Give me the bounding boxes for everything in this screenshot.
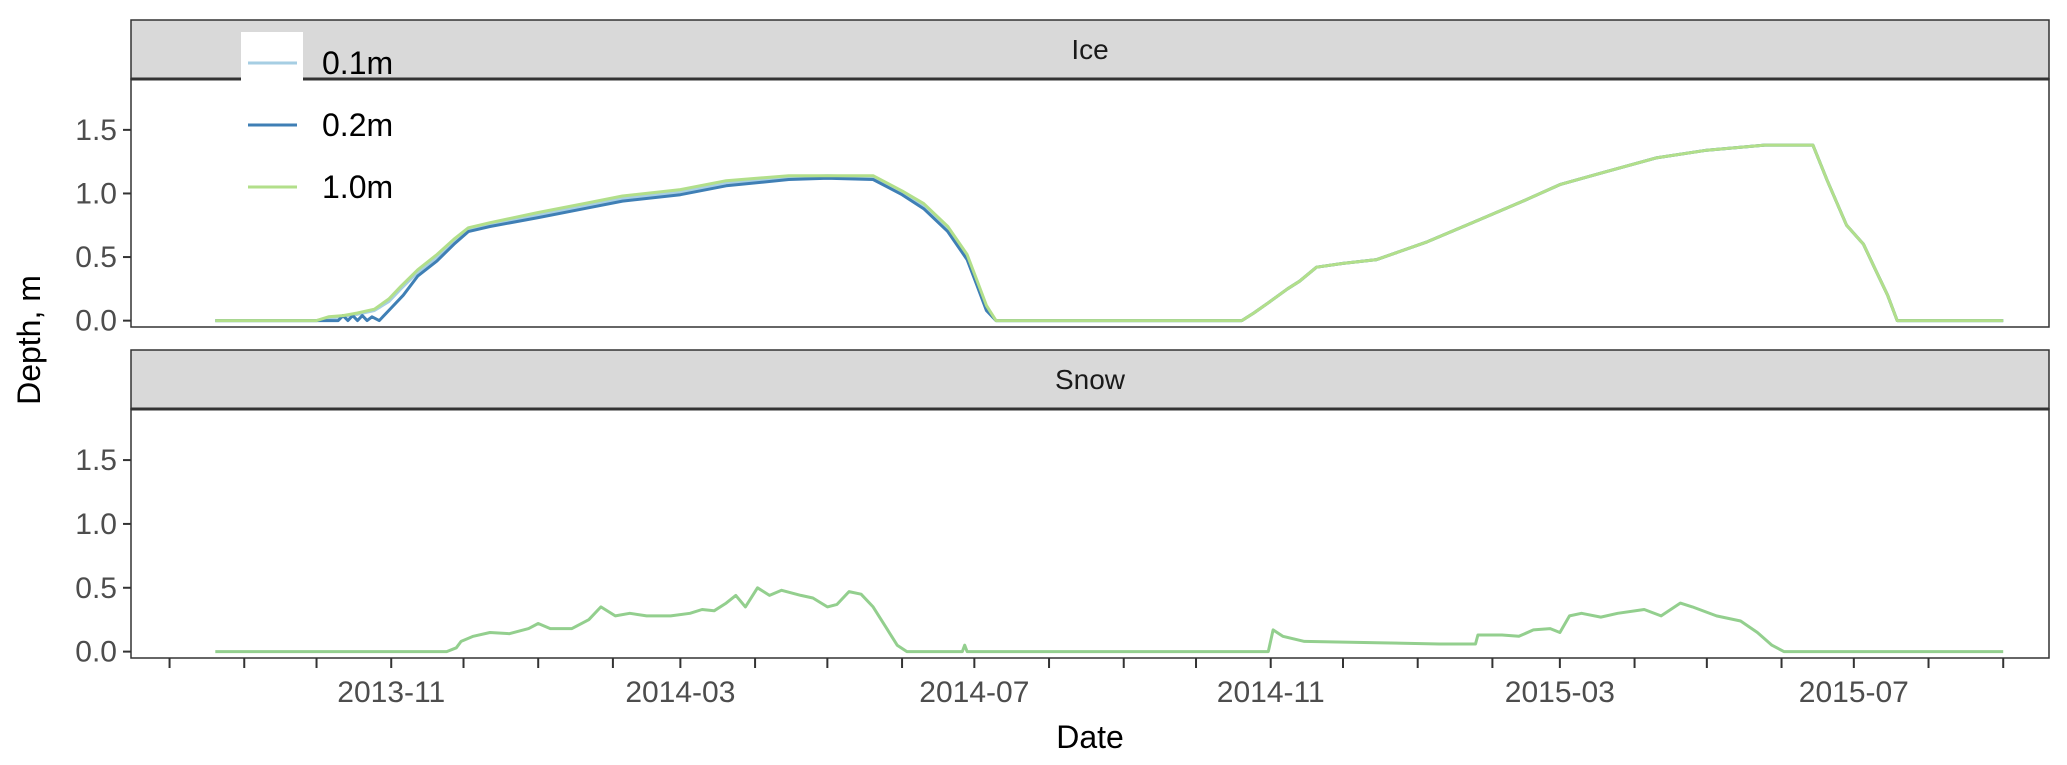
series-group-ice — [215, 143, 2004, 323]
y-tick-label: 1.5 — [75, 114, 117, 147]
x-tick-label: 2014-07 — [919, 676, 1029, 709]
plot-area-ice — [130, 78, 2050, 328]
y-axis-title: Depth, m — [11, 275, 47, 405]
x-axis-title: Date — [1056, 719, 1124, 755]
y-tick-label: 0.0 — [75, 636, 117, 669]
x-tick-label: 2015-07 — [1799, 676, 1909, 709]
legend: 0.1m 0.2m 1.0m — [241, 32, 393, 210]
strip-background-ice — [130, 19, 2050, 80]
x-tick-label: 2013-11 — [337, 676, 445, 709]
panel-ice: Ice 0.0 0.5 1.0 1.5 — [75, 19, 2050, 338]
legend-label-2: 1.0m — [322, 169, 393, 205]
legend-key-background — [241, 32, 303, 210]
panel-snow: Snow 0.0 0.5 1.0 1.5 — [75, 349, 2050, 669]
series-line-ice-1-0m — [215, 143, 2004, 323]
x-axis: 2013-11 2014-03 2014-07 2014-11 2015-03 2015-… — [168, 658, 2005, 709]
series-line-snow-1-0m — [215, 586, 2004, 654]
series-group-snow — [215, 586, 2004, 654]
x-tick-label: 2014-03 — [625, 676, 735, 709]
y-tick-label: 1.0 — [75, 508, 117, 541]
y-axis-ice: 0.0 0.5 1.0 1.5 — [75, 114, 131, 338]
x-tick-label: 2015-03 — [1505, 676, 1615, 709]
strip-label-snow: Snow — [1055, 364, 1126, 395]
strip-background-snow — [130, 349, 2050, 410]
y-tick-label: 0.5 — [75, 572, 117, 605]
y-axis-snow: 0.0 0.5 1.0 1.5 — [75, 444, 131, 669]
x-tick-label: 2014-11 — [1217, 676, 1325, 709]
strip-label-ice: Ice — [1071, 34, 1108, 65]
plot-area-snow — [130, 408, 2050, 659]
y-tick-label: 0.5 — [75, 241, 117, 274]
legend-label-1: 0.2m — [322, 107, 393, 143]
y-tick-label: 0.0 — [75, 305, 117, 338]
legend-label-0: 0.1m — [322, 45, 393, 81]
y-tick-label: 1.5 — [75, 444, 117, 477]
y-tick-label: 1.0 — [75, 177, 117, 210]
